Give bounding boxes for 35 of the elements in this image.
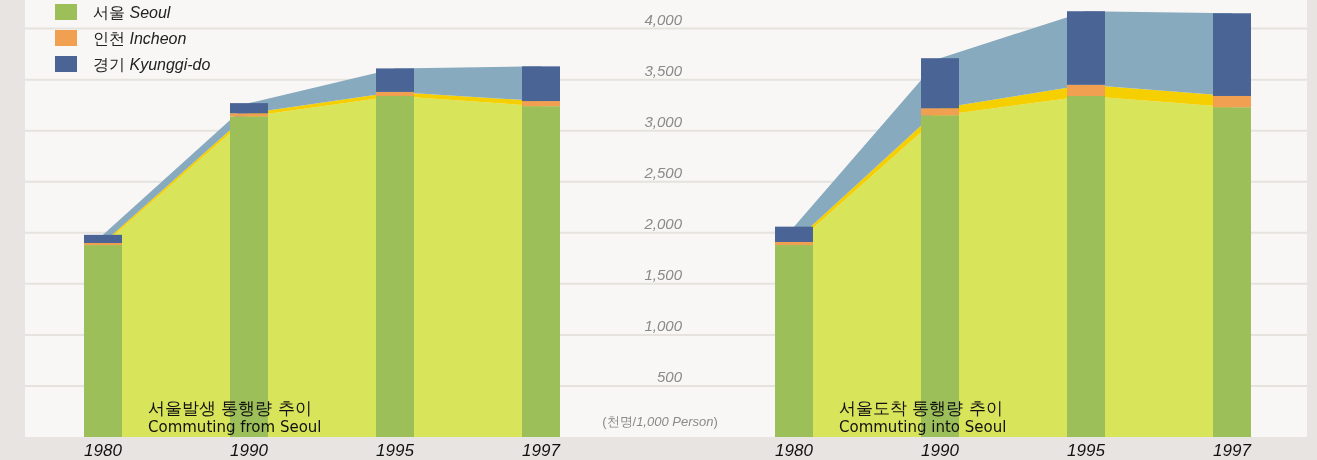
x-tick-label: 1995 (1067, 441, 1106, 460)
x-tick-label: 1997 (1213, 441, 1252, 460)
legend-label: 인천 Incheon (93, 30, 187, 47)
bar (522, 106, 560, 437)
y-tick-label: 1,000 (644, 316, 683, 334)
bar (376, 95, 414, 437)
bar (376, 68, 414, 92)
bar (230, 103, 268, 114)
x-tick-label: 1990 (230, 441, 269, 460)
y-tick-label: 3,500 (644, 61, 683, 79)
x-tick-label: 1990 (921, 441, 960, 460)
text: 서울발생 통행량 추이 (148, 398, 312, 418)
y-tick-label: 2,000 (643, 214, 683, 232)
y-tick-label: 2,500 (643, 163, 683, 181)
bar (230, 113, 268, 117)
bar (522, 66, 560, 102)
y-tick-label: 1,500 (644, 265, 683, 283)
x-tick-label: 1995 (376, 441, 415, 460)
x-tick-label: 1980 (84, 441, 123, 460)
text: Commuting from Seoul (148, 418, 322, 436)
bar (522, 101, 560, 107)
y-axis-title: (천명/1,000 Person) (602, 414, 718, 429)
legend-label: 경기 Kyunggi-do (93, 56, 211, 73)
legend-label: 서울 Seoul (93, 4, 171, 21)
y-tick-label: 500 (656, 367, 683, 385)
bar (84, 243, 122, 246)
bar (376, 91, 414, 96)
x-tick-label: 1980 (775, 441, 814, 460)
x-tick-label: 1997 (522, 441, 561, 460)
text: 서울도착 통행량 추이 (839, 398, 1003, 418)
y-tick-label: 4,000 (644, 10, 683, 28)
y-tick-label: 3,000 (644, 112, 683, 130)
text: Commuting into Seoul (839, 418, 1007, 436)
bar (84, 234, 122, 243)
bar (84, 245, 122, 437)
